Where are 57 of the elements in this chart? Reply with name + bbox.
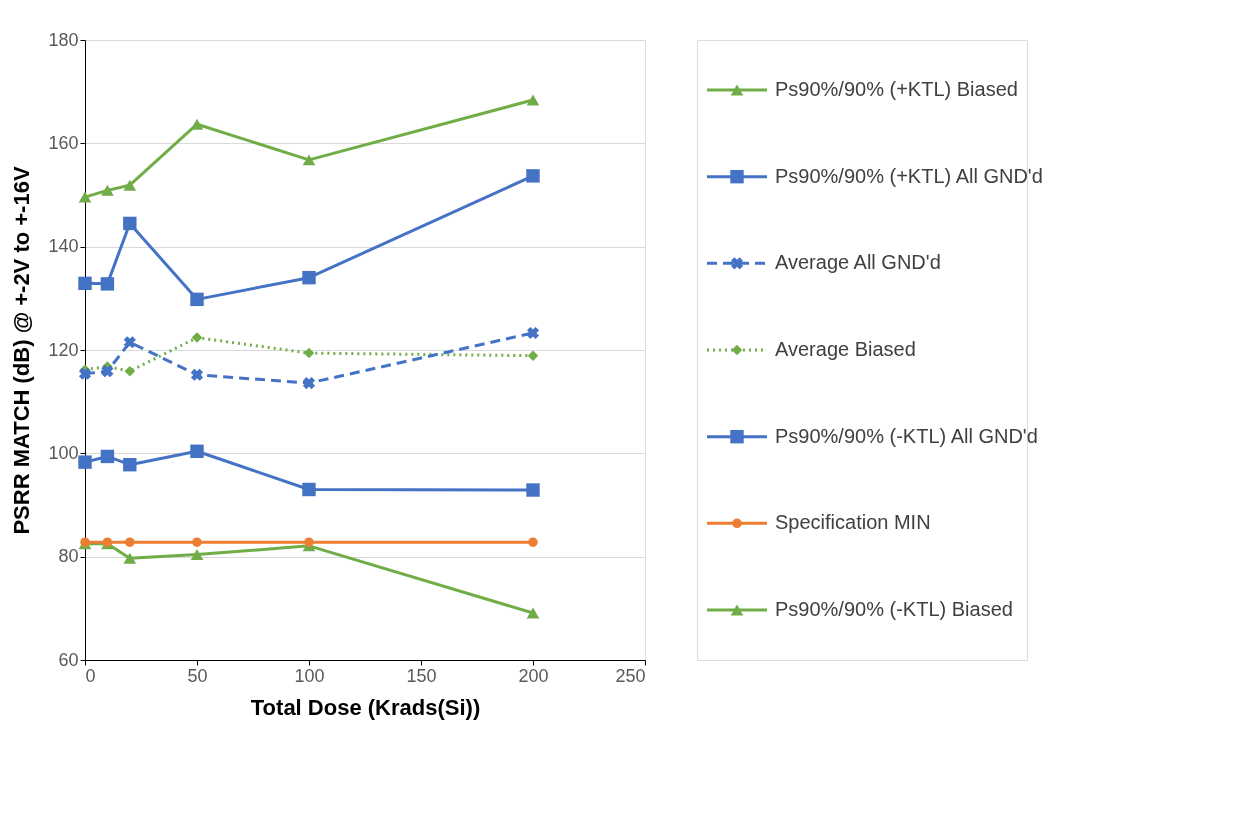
x-tick-label: 100 [294, 665, 325, 686]
legend-label: Average Biased [775, 338, 916, 360]
point [526, 607, 540, 619]
y-tick-label: 120 [48, 339, 79, 360]
point [190, 292, 204, 307]
point [123, 179, 137, 191]
point [100, 277, 115, 291]
point [526, 169, 540, 183]
point [526, 326, 540, 340]
point [191, 332, 203, 343]
legend-label: Ps90%/90% (-KTL) Biased [775, 598, 1013, 620]
point [302, 377, 316, 390]
point [101, 365, 114, 378]
point [303, 347, 315, 359]
point [190, 444, 204, 458]
point [101, 184, 114, 196]
point [304, 537, 314, 547]
point [123, 552, 137, 564]
y-tick-label: 80 [58, 546, 79, 567]
point [528, 537, 538, 547]
legend-label: Ps90%/90% (+KTL) Biased [775, 78, 1018, 100]
point [125, 537, 135, 547]
legend-label: Ps90%/90% (+KTL) All GND'd [775, 164, 1043, 187]
y-tick-label: 100 [48, 442, 79, 463]
x-tick-label: 50 [187, 665, 208, 686]
point [78, 191, 92, 203]
point [78, 367, 92, 380]
point [123, 336, 136, 349]
point [527, 350, 539, 361]
point [124, 365, 136, 377]
y-tick-label: 140 [48, 236, 79, 257]
x-tick-label: 200 [518, 665, 549, 686]
y-tick-label: 160 [48, 132, 79, 153]
point [190, 549, 204, 561]
legend-label: Average All GND'd [775, 251, 941, 274]
point [190, 118, 204, 130]
x-tick-label: 0 [85, 665, 96, 686]
point [78, 276, 92, 291]
point [78, 455, 92, 469]
point [123, 216, 137, 231]
legend-label: Specification MIN [775, 511, 931, 534]
point [302, 270, 316, 285]
point [302, 154, 316, 166]
point [526, 94, 540, 106]
point [192, 537, 202, 547]
y-tick-label: 60 [58, 649, 79, 670]
x-axis-title: Total Dose (Krads(Si)) [250, 694, 481, 720]
legend-label: Ps90%/90% (-KTL) All GND'd [775, 424, 1038, 447]
point [302, 482, 316, 497]
y-axis-title: PSRR MATCH (dB) @ +-2V to +-16V [9, 166, 35, 535]
x-tick-label: 250 [615, 665, 646, 686]
point [123, 457, 137, 472]
x-tick-label: 150 [406, 665, 437, 686]
point [190, 368, 204, 381]
point [100, 449, 115, 464]
point [526, 483, 540, 497]
y-tick-label: 180 [48, 29, 79, 50]
